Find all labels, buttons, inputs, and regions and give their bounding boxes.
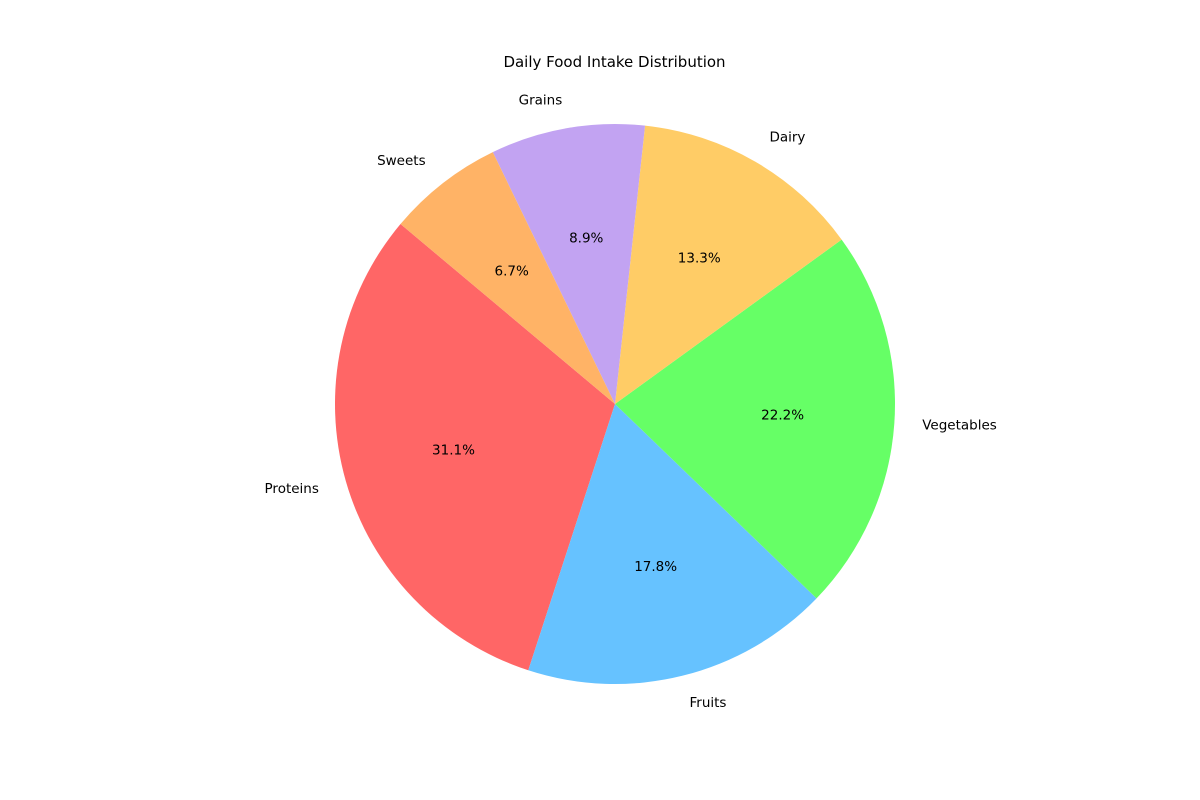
percent-label-fruits: 17.8% [634,559,677,575]
pie-slice-grains [492,124,646,404]
category-label-grains: Grains [519,93,563,109]
category-label-dairy: Dairy [769,130,805,146]
percent-label-proteins: 31.1% [432,442,475,458]
percent-label-vegetables: 22.2% [761,408,804,424]
pie-slice-fruits [528,404,817,684]
pie-labels: Proteins 31.1% Fruits 17.8% Vegetables 22.2% D… [265,93,997,711]
pie-slice-dairy [615,125,842,404]
pie-slices [335,124,895,684]
category-label-vegetables: Vegetables [922,417,997,433]
pie-slice-vegetables [615,239,895,599]
chart-title: Daily Food Intake Distribution [503,53,726,71]
pie-slice-proteins [335,224,615,671]
percent-label-sweets: 6.7% [495,264,529,280]
category-label-fruits: Fruits [690,695,727,711]
category-label-proteins: Proteins [265,481,319,497]
percent-label-dairy: 13.3% [678,251,721,267]
category-label-sweets: Sweets [377,153,426,169]
pie-slice-sweets [400,152,615,404]
percent-label-grains: 8.9% [569,230,603,246]
